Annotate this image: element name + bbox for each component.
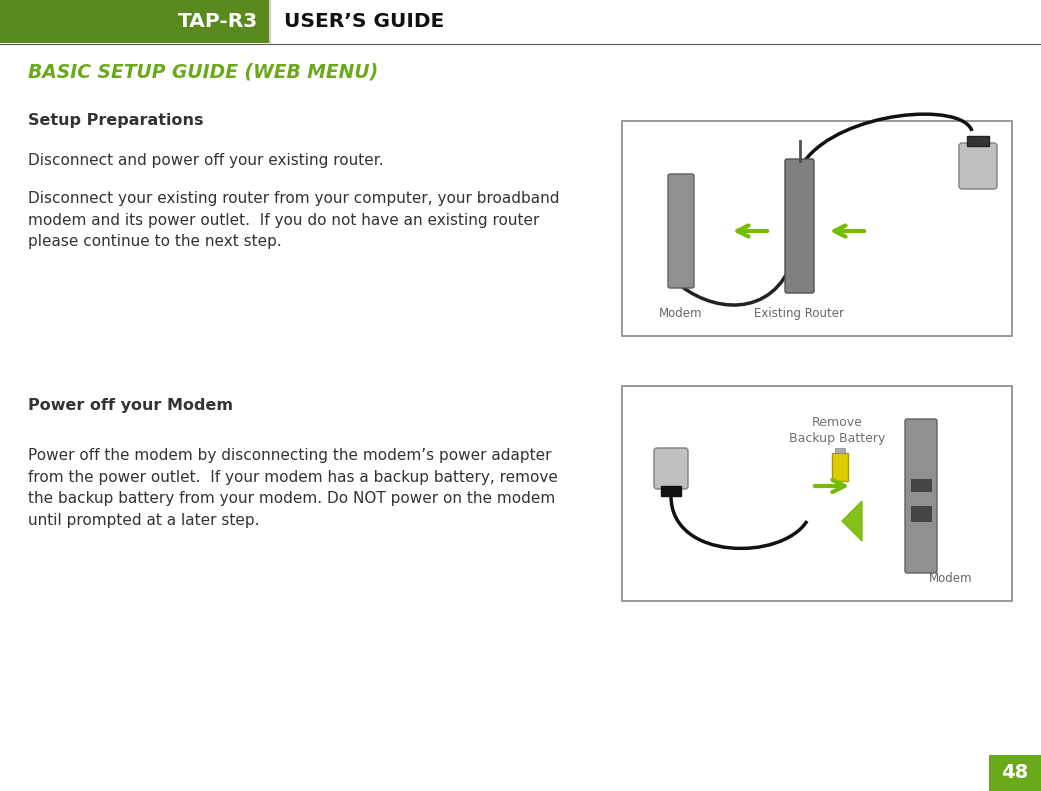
Text: Existing Router: Existing Router <box>755 307 844 320</box>
Bar <box>623 386 1012 601</box>
Text: Setup Preparations: Setup Preparations <box>28 113 203 128</box>
FancyBboxPatch shape <box>905 419 937 573</box>
Text: Remove
Backup Battery: Remove Backup Battery <box>789 416 885 445</box>
Text: TAP-R3: TAP-R3 <box>178 12 258 31</box>
Bar <box>911 506 931 521</box>
Bar <box>623 121 1012 336</box>
Text: 48: 48 <box>1001 763 1029 782</box>
Bar <box>832 453 848 481</box>
Text: Disconnect and power off your existing router.: Disconnect and power off your existing r… <box>28 153 384 168</box>
FancyBboxPatch shape <box>785 159 814 293</box>
Text: Power off your Modem: Power off your Modem <box>28 398 233 413</box>
FancyBboxPatch shape <box>959 143 997 189</box>
Text: Power off the modem by disconnecting the modem’s power adapter
from the power ou: Power off the modem by disconnecting the… <box>28 448 558 528</box>
Text: USER’S GUIDE: USER’S GUIDE <box>284 12 445 31</box>
Bar <box>0 0 270 43</box>
FancyBboxPatch shape <box>967 136 989 146</box>
Text: Modem: Modem <box>659 307 703 320</box>
Bar <box>835 448 845 453</box>
Bar <box>911 479 931 491</box>
FancyBboxPatch shape <box>654 448 688 489</box>
Text: BASIC SETUP GUIDE (WEB MENU): BASIC SETUP GUIDE (WEB MENU) <box>28 63 378 82</box>
Text: Modem: Modem <box>930 572 972 585</box>
FancyBboxPatch shape <box>668 174 694 288</box>
Text: Disconnect your existing router from your computer, your broadband
modem and its: Disconnect your existing router from you… <box>28 191 559 249</box>
FancyBboxPatch shape <box>661 486 681 496</box>
Bar <box>989 755 1041 791</box>
Polygon shape <box>842 501 862 541</box>
